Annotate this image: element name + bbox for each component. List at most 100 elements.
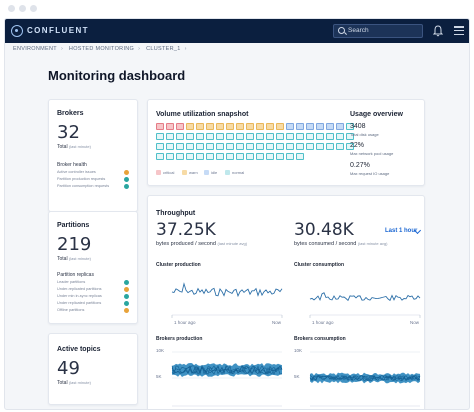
volume-cell[interactable] [176, 143, 184, 150]
volume-cell[interactable] [256, 133, 264, 140]
volume-cell[interactable] [276, 153, 284, 160]
volume-cell[interactable] [346, 143, 354, 150]
volume-cell[interactable] [166, 153, 174, 160]
search-input[interactable]: Search [333, 24, 423, 38]
volume-cell[interactable] [276, 123, 284, 130]
brokers-production-chart[interactable] [171, 348, 283, 408]
volume-cell[interactable] [306, 133, 314, 140]
volume-cell[interactable] [166, 123, 174, 130]
volume-cell[interactable] [186, 143, 194, 150]
volume-cell[interactable] [326, 143, 334, 150]
volume-cell[interactable] [196, 123, 204, 130]
volume-cell[interactable] [316, 143, 324, 150]
volume-cell[interactable] [316, 123, 324, 130]
bell-icon[interactable] [433, 25, 443, 37]
replica-row[interactable]: Under replicated partitions [57, 301, 129, 307]
volume-cell[interactable] [166, 133, 174, 140]
health-row[interactable]: Partition consumption requests [57, 184, 129, 190]
volume-cell[interactable] [216, 143, 224, 150]
partitions-card[interactable]: Partitions 219 Total (last minute) Parti… [48, 211, 138, 324]
volume-cell[interactable] [236, 123, 244, 130]
brokers-card[interactable]: Brokers 32 Total (last minute) Broker he… [48, 99, 138, 212]
menu-icon[interactable] [454, 26, 464, 36]
volume-cell[interactable] [296, 133, 304, 140]
volume-cell[interactable] [266, 123, 274, 130]
volume-cell[interactable] [256, 143, 264, 150]
volume-cell[interactable] [316, 133, 324, 140]
volume-cell[interactable] [196, 143, 204, 150]
volume-cell[interactable] [166, 143, 174, 150]
volume-cell[interactable] [246, 143, 254, 150]
volume-cell[interactable] [266, 143, 274, 150]
replica-row[interactable]: Under-replicated partitions [57, 287, 129, 293]
volume-cell[interactable] [246, 133, 254, 140]
cluster-production-chart[interactable] [171, 272, 283, 318]
volume-cell[interactable] [186, 153, 194, 160]
volume-cell[interactable] [206, 123, 214, 130]
volume-cell[interactable] [176, 153, 184, 160]
volume-cell[interactable] [156, 153, 164, 160]
volume-cell[interactable] [336, 123, 344, 130]
brokers-consumption-chart[interactable] [309, 348, 421, 408]
volume-cell[interactable] [186, 123, 194, 130]
volume-cell[interactable] [336, 143, 344, 150]
volume-cell[interactable] [326, 123, 334, 130]
breadcrumb-environment[interactable]: ENVIRONMENT [13, 46, 57, 52]
volume-cell[interactable] [256, 153, 264, 160]
volume-cell[interactable] [196, 153, 204, 160]
time-range-dropdown[interactable]: Last 1 hour [385, 228, 418, 234]
replica-row[interactable]: Under min in-sync replicas [57, 294, 129, 300]
volume-cell[interactable] [156, 123, 164, 130]
volume-cell[interactable] [286, 143, 294, 150]
volume-cell[interactable] [196, 133, 204, 140]
volume-cell[interactable] [226, 143, 234, 150]
volume-cell[interactable] [336, 133, 344, 140]
breadcrumb-hosted-monitoring[interactable]: HOSTED MONITORING [68, 46, 135, 52]
volume-cell[interactable] [266, 153, 274, 160]
confluent-logo-icon[interactable] [11, 25, 23, 37]
volume-cell[interactable] [186, 133, 194, 140]
volume-cell[interactable] [246, 123, 254, 130]
cluster-consumption-chart[interactable] [309, 272, 421, 318]
throughput-card[interactable]: Throughput 37.25K bytes produced / secon… [147, 195, 425, 409]
volume-cell[interactable] [246, 153, 254, 160]
volume-usage-card[interactable]: Volume utilization snapshot critical war… [147, 99, 425, 186]
active-topics-card[interactable]: Active topics 49 Total (last minute) [48, 333, 138, 405]
replica-row[interactable]: Offline partitions [57, 308, 129, 314]
volume-cell[interactable] [216, 123, 224, 130]
volume-cell[interactable] [286, 153, 294, 160]
health-row[interactable]: Partition production requests [57, 177, 129, 183]
volume-cell[interactable] [276, 133, 284, 140]
replica-row[interactable]: Leader partitions [57, 280, 129, 286]
volume-cell[interactable] [206, 153, 214, 160]
volume-cell[interactable] [306, 123, 314, 130]
volume-cell[interactable] [236, 143, 244, 150]
volume-cell[interactable] [256, 123, 264, 130]
volume-cell[interactable] [346, 123, 354, 130]
volume-cell[interactable] [296, 143, 304, 150]
volume-cell[interactable] [286, 133, 294, 140]
volume-cell[interactable] [266, 133, 274, 140]
breadcrumb-cluster[interactable]: CLUSTER_1 [146, 46, 181, 52]
volume-cell[interactable] [296, 153, 304, 160]
volume-cell[interactable] [326, 133, 334, 140]
volume-cell[interactable] [176, 133, 184, 140]
volume-cell[interactable] [156, 143, 164, 150]
brand-name[interactable]: CONFLUENT [27, 26, 89, 35]
volume-cell[interactable] [226, 133, 234, 140]
volume-cell[interactable] [306, 143, 314, 150]
volume-cell[interactable] [226, 153, 234, 160]
volume-cell[interactable] [206, 143, 214, 150]
volume-cell[interactable] [286, 123, 294, 130]
volume-cell[interactable] [226, 123, 234, 130]
volume-cell[interactable] [236, 133, 244, 140]
volume-cell[interactable] [176, 123, 184, 130]
volume-cell[interactable] [216, 153, 224, 160]
volume-cell[interactable] [236, 153, 244, 160]
volume-cell[interactable] [296, 123, 304, 130]
volume-cell[interactable] [206, 133, 214, 140]
volume-cell[interactable] [156, 133, 164, 140]
volume-cell[interactable] [276, 143, 284, 150]
health-row[interactable]: Active controller issues [57, 170, 129, 176]
volume-cell[interactable] [216, 133, 224, 140]
